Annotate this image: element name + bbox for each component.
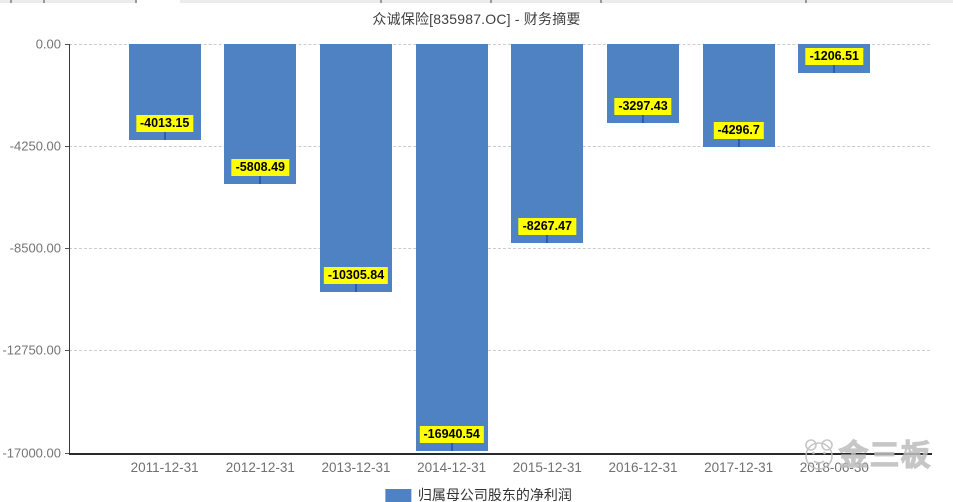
x-tick-label: 2014-12-31 <box>417 459 487 475</box>
x-tick-label: 2013-12-31 <box>321 459 391 475</box>
x-axis-line <box>69 452 932 455</box>
gridline <box>69 248 930 250</box>
data-label: -4296.7 <box>713 122 764 140</box>
top-edge-artifact <box>0 0 953 3</box>
x-tick-label: 2011-12-31 <box>130 459 199 475</box>
label-pointer-line <box>450 443 453 452</box>
bar[interactable] <box>320 44 392 292</box>
gridline <box>69 146 930 148</box>
y-tick-label: -17000.00 <box>2 445 61 460</box>
data-label: -3297.43 <box>614 98 672 116</box>
x-tick-label: 2015-12-31 <box>512 459 582 475</box>
label-pointer-line <box>642 115 644 124</box>
y-axis-tick <box>65 146 69 148</box>
y-tick-label: -12750.00 <box>2 342 61 358</box>
label-pointer-line <box>737 139 740 148</box>
y-axis-tick <box>65 248 69 250</box>
x-tick-label: 2012-12-31 <box>225 459 295 475</box>
bar[interactable] <box>511 44 584 243</box>
x-tick-label: 2016-12-31 <box>608 459 678 475</box>
x-tick-label: 2017-12-31 <box>704 459 774 475</box>
gridline <box>69 350 930 352</box>
label-pointer-line <box>355 283 357 292</box>
legend[interactable]: 归属母公司股东的净利润 <box>384 485 572 502</box>
y-tick-label: 0.00 <box>35 36 61 52</box>
data-label: -16940.54 <box>419 426 484 444</box>
y-tick-label: -8500.00 <box>9 240 61 256</box>
label-pointer-line <box>546 234 549 243</box>
y-axis-tick <box>65 44 69 45</box>
y-tick-label: -4250.00 <box>9 138 61 154</box>
label-pointer-line <box>259 175 262 184</box>
label-pointer-line <box>833 64 836 73</box>
y-axis-line <box>69 44 70 453</box>
y-axis-tick <box>65 452 69 454</box>
data-label: -5808.49 <box>231 158 290 176</box>
chart-title: 众诚保险[835987.OC] - 财务摘要 <box>372 11 581 27</box>
data-label: -1206.51 <box>805 47 864 65</box>
gridline <box>69 44 930 45</box>
x-tick-label: 2018-06-30 <box>799 459 869 475</box>
legend-label: 归属母公司股东的净利润 <box>417 487 572 502</box>
data-label: -10305.84 <box>323 266 389 284</box>
data-label: -8267.47 <box>518 217 577 235</box>
label-pointer-line <box>163 132 166 141</box>
bar[interactable] <box>415 44 488 452</box>
legend-swatch-icon <box>384 488 411 502</box>
data-label: -4013.15 <box>135 115 194 133</box>
y-axis-tick <box>65 350 69 352</box>
